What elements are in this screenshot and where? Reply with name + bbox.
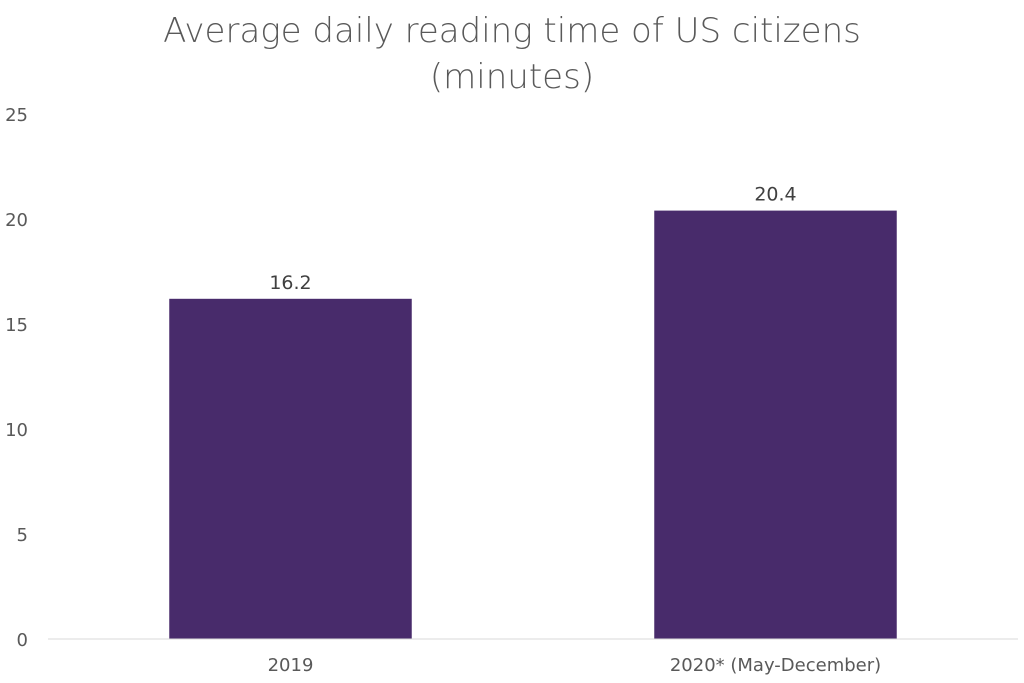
y-axis-ticks: 0 5 10 15 20 25 [5,105,28,651]
x-tick-label: 2020* (May-December) [670,655,881,676]
chart-title: Average daily reading time of US citizen… [163,11,861,97]
y-tick-label: 15 [5,315,28,336]
bar [169,298,412,639]
bar-series [169,210,897,639]
x-tick-label: 2019 [268,655,314,676]
y-tick-label: 25 [5,105,28,126]
x-axis-ticks: 2019 2020* (May-December) [268,655,882,676]
bar-value-label: 20.4 [754,184,796,206]
chart-title-line-2: (minutes) [430,57,594,97]
y-tick-label: 20 [5,210,28,231]
bar-value-label: 16.2 [269,272,311,294]
y-tick-label: 5 [17,525,28,546]
y-tick-label: 0 [17,630,28,651]
chart-title-line-1: Average daily reading time of US citizen… [163,11,861,51]
y-tick-label: 10 [5,420,28,441]
bar [654,210,897,639]
data-labels: 16.2 20.4 [269,184,796,294]
